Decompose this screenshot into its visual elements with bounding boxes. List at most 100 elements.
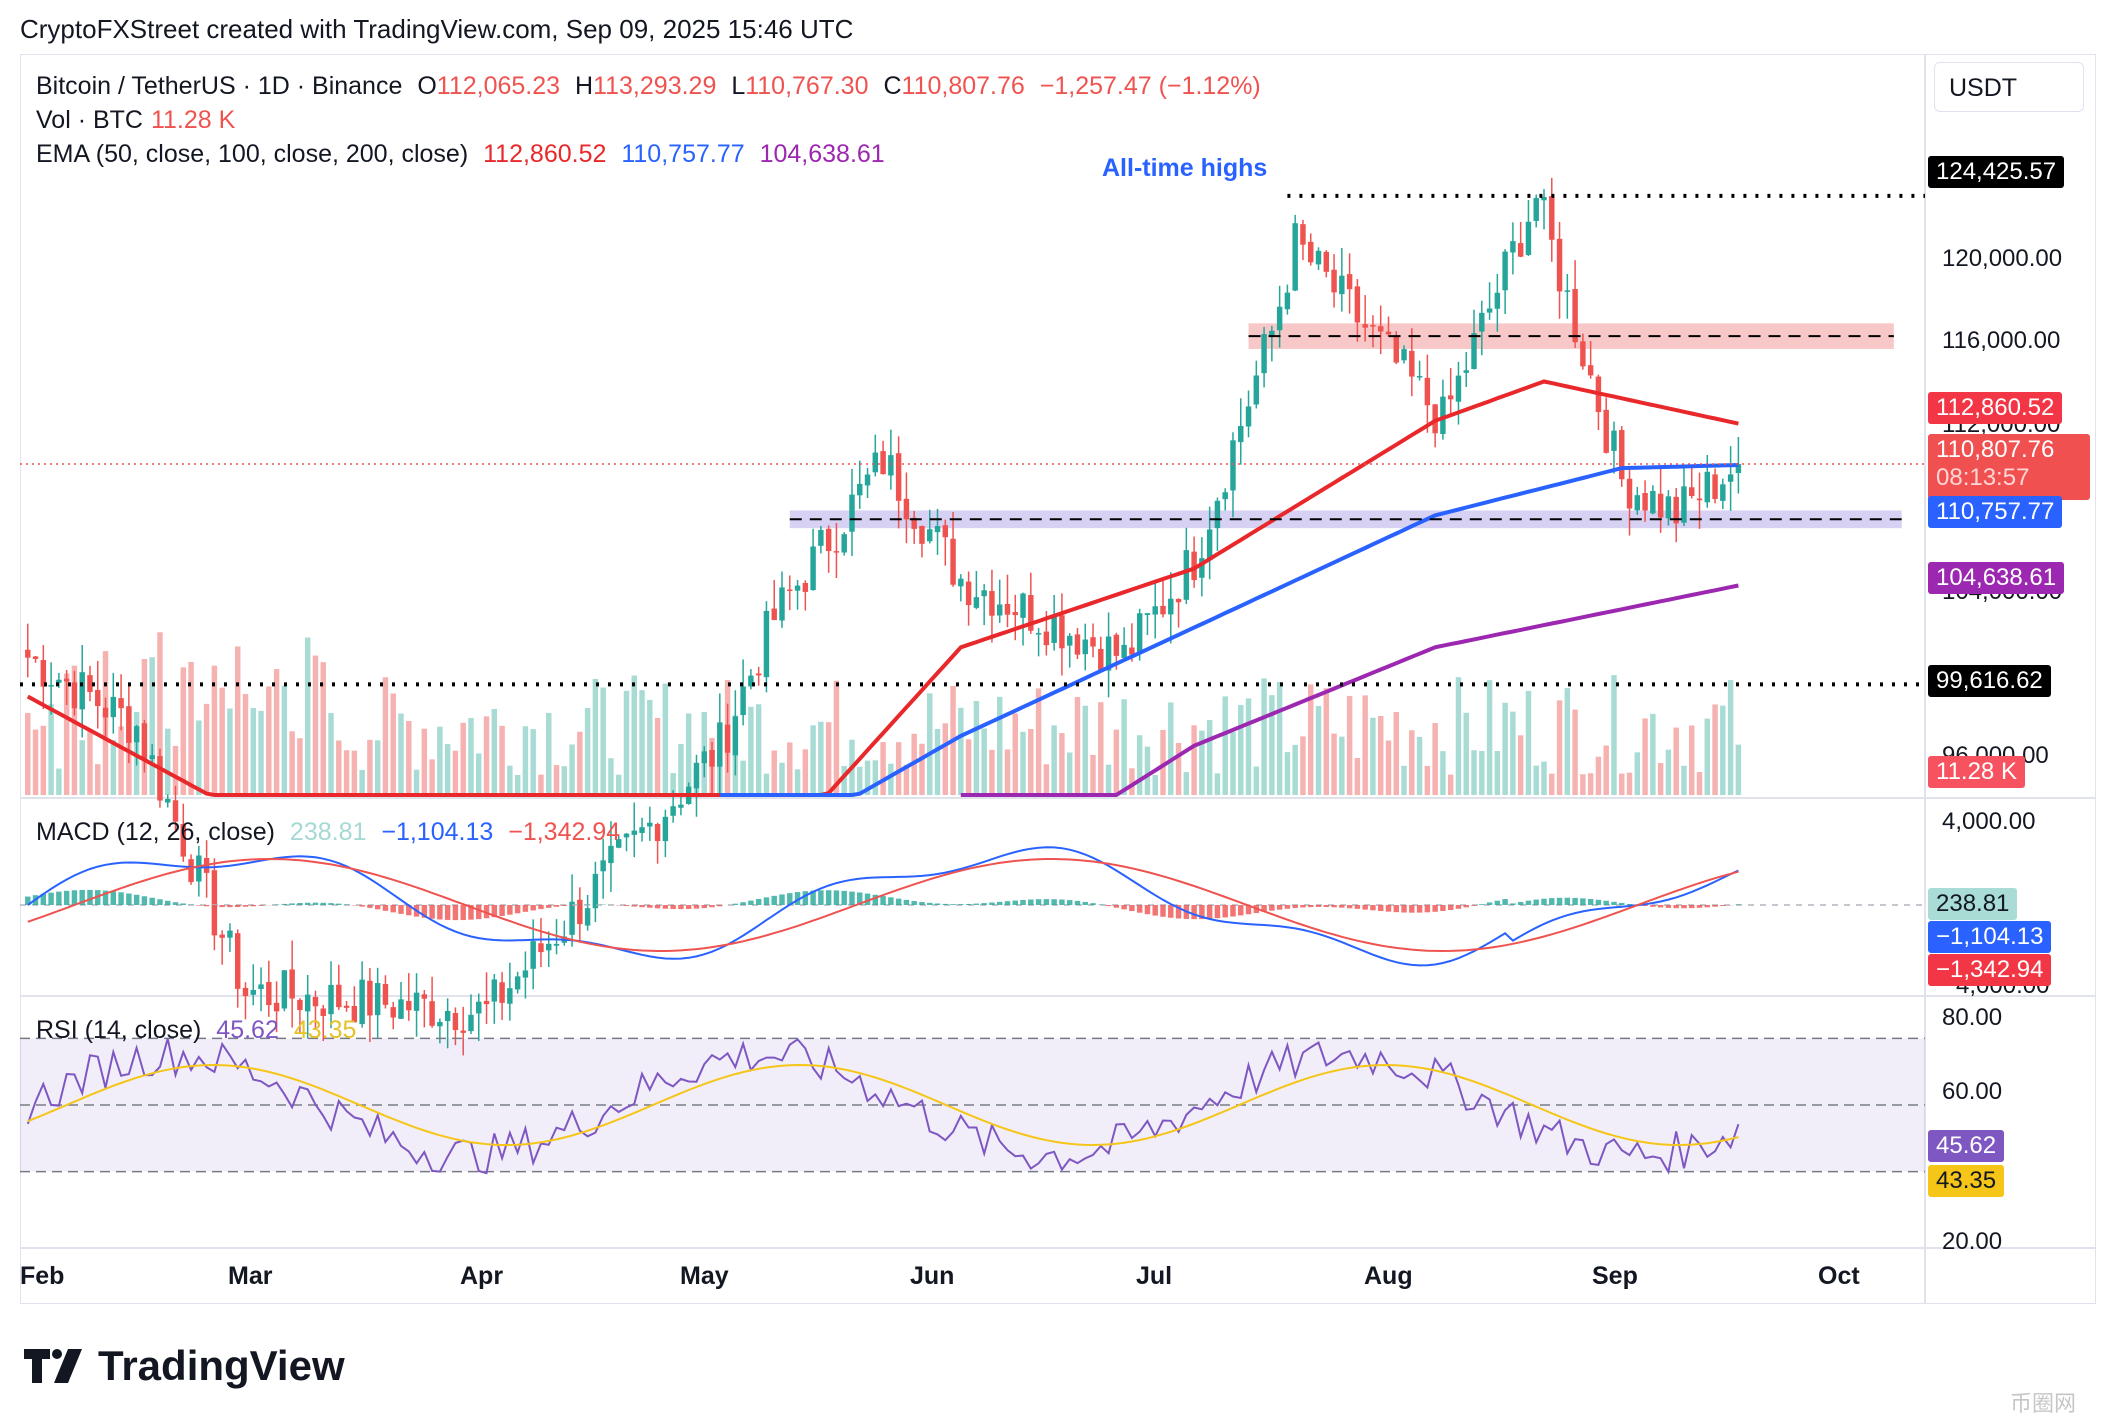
volume-bar — [1028, 728, 1034, 795]
macd-histogram-bar — [219, 905, 225, 908]
candle-body — [32, 656, 39, 659]
volume-bar — [374, 740, 381, 795]
candle-body — [1144, 613, 1151, 615]
macd-histogram-bar — [584, 904, 591, 905]
candle-body — [895, 453, 902, 501]
macd-histogram-bar — [1619, 902, 1625, 905]
candle-body — [1626, 478, 1633, 509]
volume-bar — [351, 750, 358, 795]
volume-bar — [615, 774, 622, 795]
macd-histogram-bar — [421, 905, 428, 918]
chart-credit: CryptoFXStreet created with TradingView.… — [20, 14, 854, 44]
macd-axis-label: 4,000.00 — [1942, 808, 2036, 835]
candle-body — [996, 604, 1003, 616]
volume-bar — [841, 766, 847, 795]
volume-bar — [600, 687, 606, 795]
macd-signal-value: −1,342.94 — [508, 818, 621, 846]
month-label: Sep — [1592, 1262, 1638, 1290]
macd-histogram-bar — [507, 905, 513, 915]
volume-bar — [421, 728, 428, 795]
volume-bar — [857, 766, 863, 795]
volume-bar — [1541, 761, 1547, 795]
macd-histogram-bar — [763, 897, 770, 905]
volume-bar — [1642, 718, 1648, 795]
macd-histogram-bar — [1074, 900, 1081, 905]
volume-bar — [1051, 725, 1057, 795]
macd-histogram-bar — [126, 893, 132, 905]
volume-bar — [584, 707, 591, 795]
candle-body — [1424, 377, 1431, 406]
candle-body — [351, 1005, 358, 1023]
volume-bar — [1012, 713, 1018, 795]
macd-line — [27, 846, 1739, 967]
candle-body — [1284, 292, 1291, 310]
volume-bar — [1308, 684, 1314, 795]
currency-selector[interactable]: USDT — [1934, 62, 2084, 112]
candle-body — [1479, 312, 1485, 332]
volume-bar — [507, 765, 513, 795]
candle-body — [1735, 464, 1742, 473]
tradingview-logo[interactable]: TradingView — [24, 1342, 345, 1390]
macd-histogram-bar — [227, 905, 233, 908]
macd-histogram-bar — [1735, 904, 1742, 905]
macd-histogram-bar — [553, 905, 560, 907]
chart-frame — [20, 54, 2096, 1304]
volume-bar — [670, 773, 676, 795]
volume-bar — [40, 725, 47, 795]
macd-histogram-bar — [592, 904, 599, 905]
candle-body — [476, 1001, 482, 1014]
macd-histogram-bar — [662, 905, 669, 909]
volume-bar — [1735, 744, 1742, 795]
macd-histogram-bar — [950, 904, 956, 905]
volume-bar — [1206, 720, 1213, 795]
volume-bar — [973, 701, 980, 795]
macd-hist-value: 238.81 — [289, 818, 367, 846]
macd-histogram-bar — [1346, 905, 1353, 909]
macd-histogram-bar — [203, 905, 210, 907]
volume-bar — [468, 718, 474, 795]
volume-bar — [172, 745, 179, 795]
macd-histogram-bar — [709, 905, 715, 908]
macd-histogram-bar — [1175, 905, 1182, 919]
macd-histogram-bar — [1494, 900, 1501, 905]
macd-histogram-bar — [1525, 900, 1532, 905]
volume-bar — [110, 739, 117, 795]
macd-histogram-bar — [1479, 904, 1485, 905]
macd-histogram-bar — [328, 903, 334, 905]
candle-body — [849, 494, 855, 532]
macd-histogram-bar — [631, 905, 637, 907]
volume-bar — [740, 760, 746, 795]
volume-bar — [1479, 750, 1485, 795]
volume-bar — [250, 708, 256, 795]
candle-body — [1323, 251, 1330, 272]
macd-histogram-bar — [880, 896, 886, 905]
last-price-tag: 110,807.76 08:13:57 — [1928, 434, 2090, 500]
macd-histogram-bar — [172, 902, 179, 905]
candle-body — [639, 827, 645, 833]
candle-body — [1074, 634, 1081, 655]
volume-bar — [880, 742, 886, 795]
volume-bar — [1222, 696, 1228, 795]
candle-body — [188, 859, 194, 883]
macd-histogram-bar — [1004, 901, 1011, 905]
macd-histogram-bar — [911, 901, 917, 905]
volume-bar — [1160, 729, 1166, 795]
candle-body — [903, 498, 910, 520]
volume-bar — [359, 769, 365, 795]
macd-histogram-bar — [468, 905, 474, 920]
close-value: 110,807.76 — [901, 72, 1025, 100]
volume-bar — [452, 750, 459, 795]
volume-bar — [1494, 750, 1501, 795]
volume-bar — [981, 728, 987, 795]
macd-histogram-bar — [429, 905, 435, 919]
macd-histogram-bar — [483, 905, 490, 919]
volume-bar — [437, 726, 443, 795]
macd-histogram-bar — [390, 905, 396, 913]
macd-histogram-bar — [701, 905, 707, 909]
macd-histogram-bar — [476, 905, 482, 920]
candle-body — [219, 934, 225, 938]
candle-body — [818, 529, 824, 546]
candle-body — [1494, 292, 1501, 309]
candle-body — [460, 1030, 466, 1033]
